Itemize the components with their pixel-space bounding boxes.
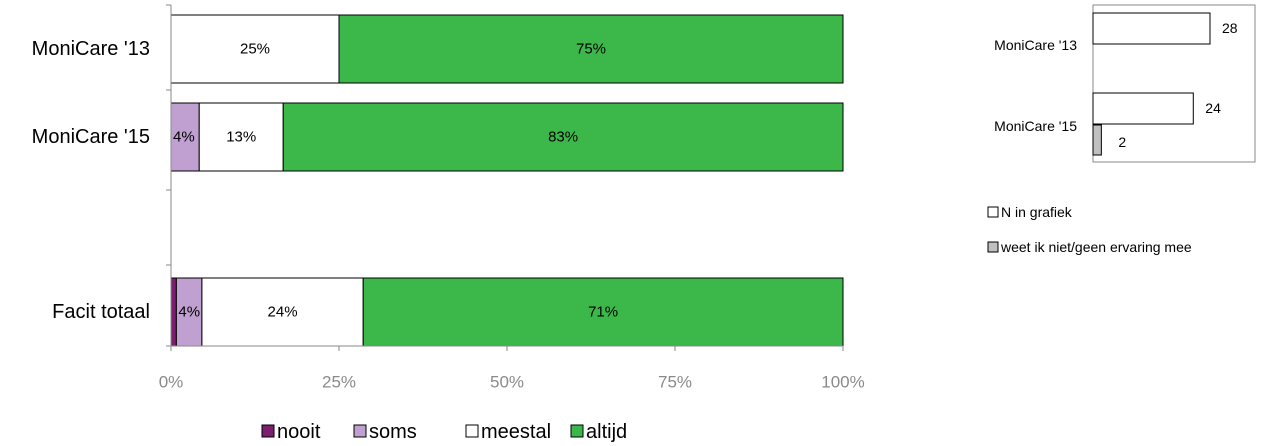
category-label: MoniCare '15 (32, 126, 150, 148)
data-label: 24% (268, 304, 298, 321)
unknown-value-label: 2 (1118, 134, 1126, 150)
small-legend-label: weet ik niet/geen ervaring mee (1000, 239, 1192, 255)
data-label: 25% (240, 41, 270, 58)
small-category-label: MoniCare '15 (994, 118, 1077, 134)
data-label: 83% (548, 129, 578, 146)
n-value-label: 24 (1205, 100, 1221, 116)
small-category-label: MoniCare '13 (994, 37, 1077, 53)
data-label: 75% (576, 41, 606, 58)
legend-swatch (466, 425, 478, 437)
n-value-label: 28 (1222, 20, 1238, 36)
legend-label: nooit (277, 421, 321, 443)
n-bar (1093, 13, 1210, 44)
legend-swatch (571, 425, 583, 437)
x-tick-label: 50% (490, 373, 524, 392)
legend-label: altijd (586, 421, 627, 443)
legend-swatch (262, 425, 274, 437)
unknown-bar (1093, 125, 1101, 155)
x-tick-label: 25% (322, 373, 356, 392)
data-label: 71% (588, 304, 618, 321)
x-tick-label: 75% (658, 373, 692, 392)
n-bar (1093, 93, 1193, 124)
small-legend-label: N in grafiek (1001, 204, 1073, 220)
small-legend-swatch (988, 207, 998, 217)
data-label: 13% (226, 129, 256, 146)
bar-segment (171, 278, 176, 346)
x-tick-label: 100% (821, 373, 864, 392)
legend-swatch (354, 425, 366, 437)
legend-label: soms (369, 421, 417, 443)
category-label: Facit totaal (52, 301, 150, 323)
data-label: 4% (173, 129, 195, 146)
x-tick-label: 0% (159, 373, 184, 392)
legend-label: meestal (481, 421, 551, 443)
small-legend-swatch (988, 242, 998, 252)
data-label: 4% (178, 304, 200, 321)
category-label: MoniCare '13 (32, 38, 150, 60)
